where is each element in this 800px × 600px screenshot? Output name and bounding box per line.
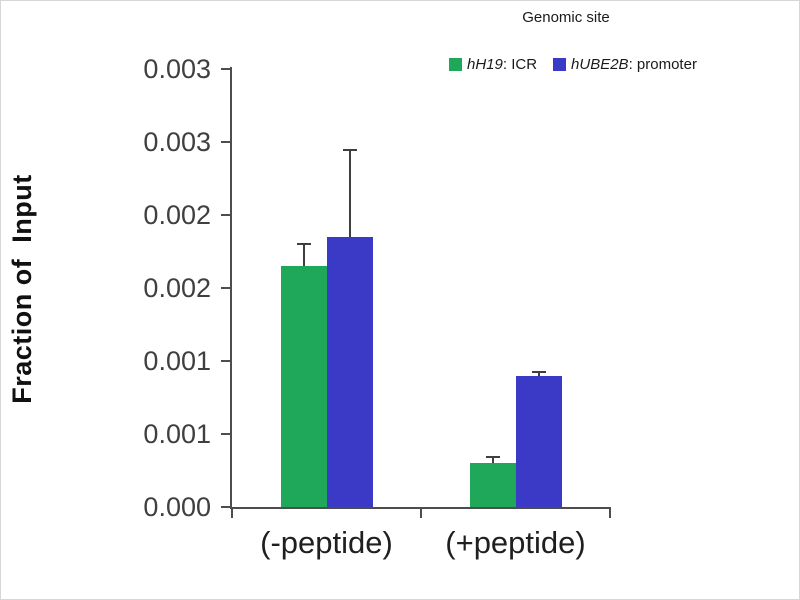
y-tick-label: 0.002 xyxy=(143,200,211,230)
error-bar-cap xyxy=(485,455,500,458)
y-axis-title: Fraction of Input xyxy=(7,174,37,404)
y-tick-mark xyxy=(221,214,230,216)
x-tick-mark xyxy=(420,509,422,518)
error-bar xyxy=(302,242,305,267)
error-bar xyxy=(537,371,540,376)
legend-label: hUBE2B: promoter xyxy=(571,56,697,73)
error-bar-cap xyxy=(342,149,357,152)
plot-area xyxy=(232,69,610,507)
error-bar xyxy=(348,149,351,237)
y-tick-mark xyxy=(221,360,230,362)
error-bar-cap xyxy=(531,371,546,374)
bar xyxy=(280,266,327,507)
bar xyxy=(469,463,516,507)
x-axis-line xyxy=(230,507,611,509)
y-tick-mark xyxy=(221,433,230,435)
y-tick-label: 0.000 xyxy=(143,492,211,522)
y-tick-label: 0.003 xyxy=(143,54,211,84)
legend-item: hH19: ICR xyxy=(449,56,537,73)
y-tick-label: 0.001 xyxy=(143,419,211,449)
legend-label: hH19: ICR xyxy=(467,56,538,73)
x-category-labels: (-peptide) (+peptide) xyxy=(232,525,610,570)
error-bar-cap xyxy=(296,242,311,245)
y-tick-mark xyxy=(221,141,230,143)
x-tick-mark xyxy=(231,509,233,518)
y-axis-line xyxy=(230,67,232,509)
legend-title: Genomic site xyxy=(522,9,610,26)
y-tick-mark xyxy=(221,506,230,508)
legend-swatch xyxy=(449,58,462,71)
legend-swatch xyxy=(553,58,567,71)
legend-items: hH19: ICR hUBE2B: promoter xyxy=(449,56,697,73)
bar-group xyxy=(469,69,562,507)
x-tick-mark xyxy=(609,509,611,518)
error-bar xyxy=(491,455,494,464)
y-tick-mark xyxy=(221,68,230,70)
legend-item: hUBE2B: promoter xyxy=(553,56,697,73)
y-tick-label: 0.001 xyxy=(143,346,211,376)
x-category-label: (+peptide) xyxy=(445,525,586,560)
bar-group xyxy=(280,69,373,507)
y-tick-mark xyxy=(221,287,230,289)
y-tick-labels: 0.000 0.001 0.001 0.002 0.002 0.003 0.003 xyxy=(61,54,211,522)
bar xyxy=(326,236,373,507)
y-tick-marks xyxy=(221,68,231,508)
bar xyxy=(515,375,562,507)
x-category-label: (-peptide) xyxy=(260,525,393,560)
y-tick-label: 0.003 xyxy=(143,127,211,157)
x-tick-marks xyxy=(231,509,611,518)
y-tick-label: 0.002 xyxy=(143,273,211,303)
